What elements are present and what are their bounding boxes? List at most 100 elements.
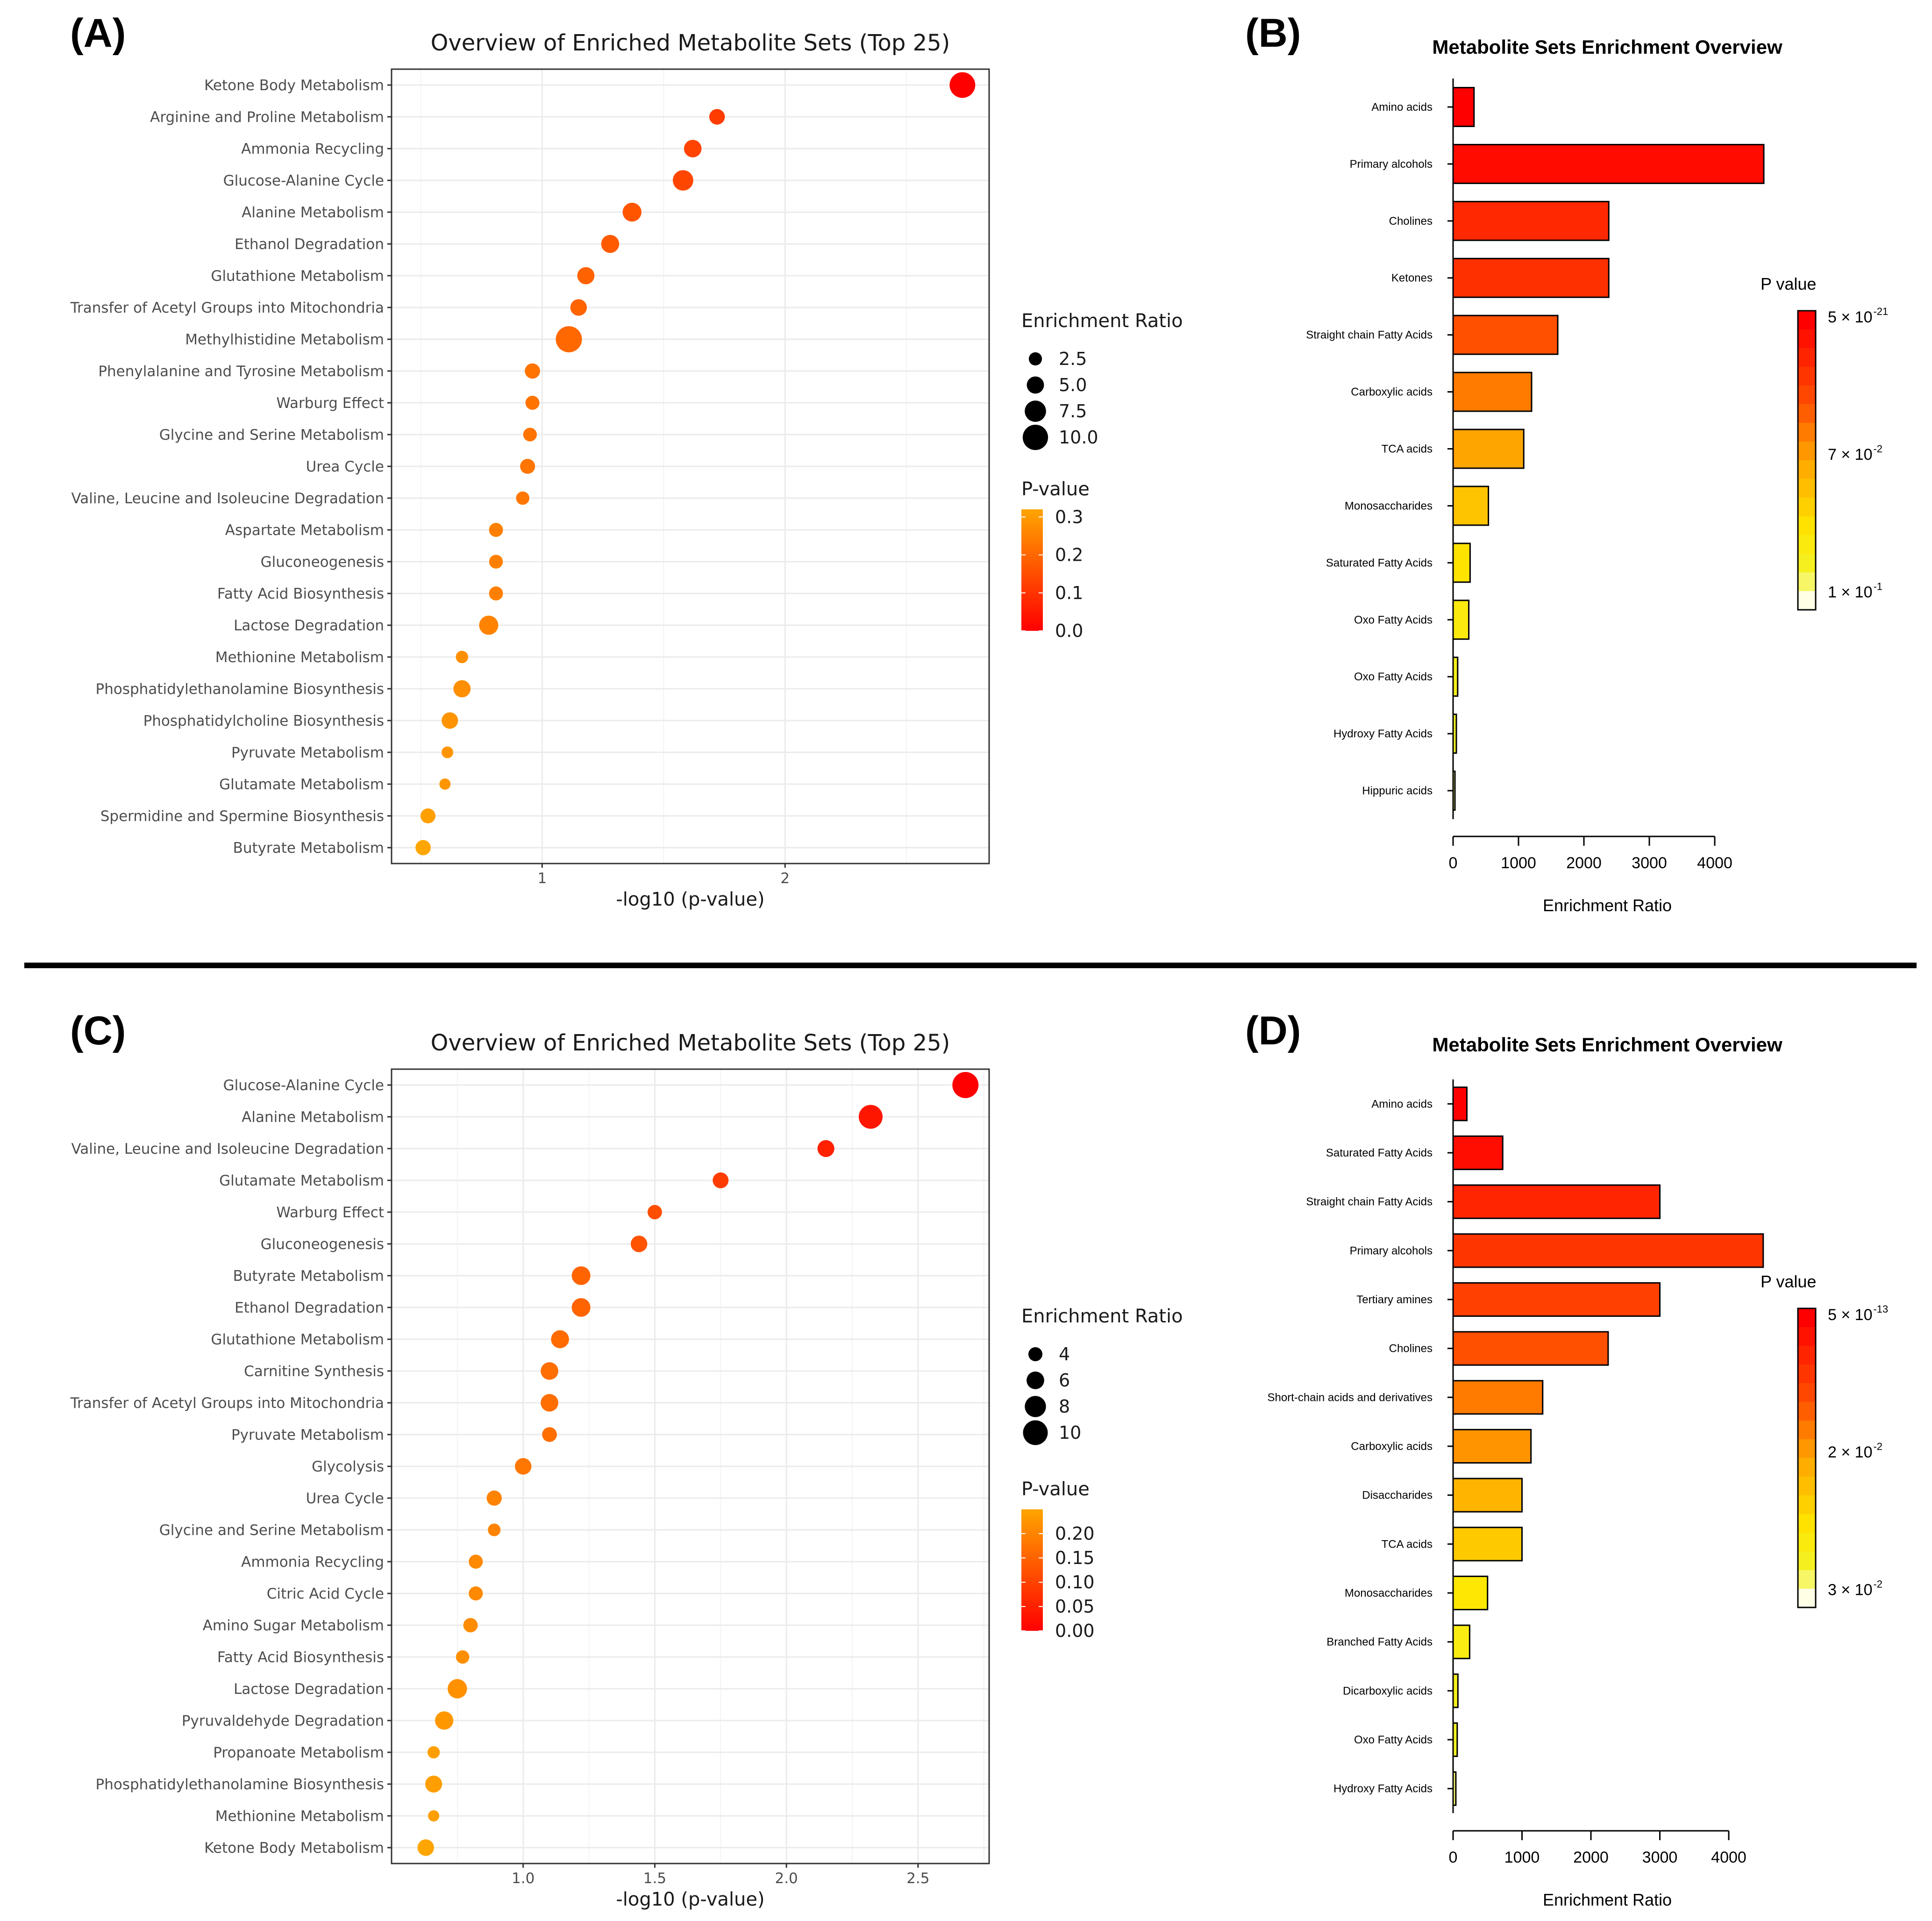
colorbar-title: P value xyxy=(1761,274,1816,293)
colorbar-segment xyxy=(1798,386,1816,405)
data-point xyxy=(425,1775,442,1793)
data-point xyxy=(630,1235,648,1252)
y-tick-label: Carboxylic acids xyxy=(1351,386,1433,399)
y-tick-label: Methionine Metabolism xyxy=(215,649,384,666)
colorbar-label-exponent: -1 xyxy=(1873,581,1882,593)
data-point xyxy=(428,1810,440,1821)
colorbar-segment xyxy=(1798,1533,1816,1552)
y-tick-label: Hydroxy Fatty Acids xyxy=(1333,728,1433,740)
data-point xyxy=(648,1205,662,1220)
data-point xyxy=(486,1490,502,1506)
colorbar-segment xyxy=(1798,1439,1816,1458)
data-point xyxy=(622,202,642,222)
x-tick-label: 1000 xyxy=(1501,854,1536,872)
colorbar-segment xyxy=(1798,311,1816,330)
bar xyxy=(1452,1135,1504,1171)
data-point xyxy=(556,326,582,352)
data-point xyxy=(952,1072,979,1098)
data-point xyxy=(439,778,451,790)
panel-label-c: (C) xyxy=(70,1008,126,1053)
y-tick-label: Straight chain Fatty Acids xyxy=(1306,1196,1433,1208)
pvalue-colorbar xyxy=(1021,1509,1043,1631)
y-tick-label: Disaccharides xyxy=(1362,1489,1433,1502)
bar xyxy=(1452,1331,1609,1366)
x-tick-label: 1000 xyxy=(1504,1849,1540,1866)
bar-chart-b: Metabolite Sets Enrichment Overview Amino… xyxy=(1306,36,1888,915)
y-tick-label: Glutathione Metabolism xyxy=(211,268,384,285)
data-point xyxy=(420,808,435,823)
data-point xyxy=(489,523,503,537)
pvalue-legend-label: 0.20 xyxy=(1055,1523,1095,1544)
y-tick-label: Warburg Effect xyxy=(276,1204,384,1221)
colorbar-segment xyxy=(1798,572,1816,592)
size-legend-label: 4 xyxy=(1059,1344,1070,1364)
y-tick-label: Ethanol Degradation xyxy=(235,236,384,253)
bar xyxy=(1452,1722,1458,1757)
colorbar-label-exponent: -2 xyxy=(1873,1441,1882,1452)
colorbar-label-exponent: -2 xyxy=(1873,443,1882,455)
size-legend-title: Enrichment Ratio xyxy=(1021,310,1183,332)
data-point xyxy=(435,1711,454,1730)
x-axis-label: -log10 (p-value) xyxy=(616,889,764,910)
size-legend-dot xyxy=(1028,1347,1043,1362)
y-tick-label: Monosaccharides xyxy=(1345,500,1433,512)
y-tick-label: Primary alcohols xyxy=(1350,1244,1433,1257)
chart-title: Metabolite Sets Enrichment Overview xyxy=(1432,1034,1782,1056)
y-tick-label: Glutamate Metabolism xyxy=(219,1172,384,1189)
data-point xyxy=(949,72,976,98)
size-legend-dot xyxy=(1025,400,1046,422)
bar xyxy=(1452,257,1610,298)
colorbar-segment xyxy=(1798,1570,1816,1589)
y-tick-label: Propanoate Metabolism xyxy=(213,1744,384,1761)
dot-plot-a: Overview of Enriched Metabolite Sets (To… xyxy=(70,30,1183,910)
y-tick-label: Monosaccharides xyxy=(1345,1587,1433,1600)
colorbar-segment xyxy=(1798,1421,1816,1440)
y-tick-label: Alanine Metabolism xyxy=(242,204,384,221)
colorbar-segment xyxy=(1798,348,1816,367)
pvalue-colorbar xyxy=(1021,509,1043,631)
y-tick-label: Ammonia Recycling xyxy=(241,141,384,157)
bar xyxy=(1452,200,1610,241)
y-tick-label: Glucose-Alanine Cycle xyxy=(223,1077,384,1094)
colorbar-segment xyxy=(1798,1346,1816,1365)
data-point xyxy=(709,109,725,125)
bar xyxy=(1452,1478,1523,1513)
size-legend-label: 8 xyxy=(1059,1396,1070,1417)
y-tick-label: Hydroxy Fatty Acids xyxy=(1333,1783,1433,1795)
bar xyxy=(1452,1428,1532,1464)
size-legend-dot xyxy=(1025,1396,1046,1417)
size-legend-label: 10.0 xyxy=(1059,427,1098,448)
panel-label-b: (B) xyxy=(1245,11,1301,56)
y-tick-label: Ketone Body Metabolism xyxy=(204,1840,384,1857)
x-axis-label: Enrichment Ratio xyxy=(1543,896,1672,915)
data-point xyxy=(570,299,587,316)
bar xyxy=(1452,314,1559,355)
size-legend-dot xyxy=(1027,376,1044,394)
data-point xyxy=(456,1650,470,1664)
colorbar-label: 1 × 10 xyxy=(1828,584,1872,601)
y-tick-label: Primary alcohols xyxy=(1350,158,1433,171)
colorbar-segment xyxy=(1798,1477,1816,1496)
data-point xyxy=(541,1362,558,1380)
y-tick-label: Urea Cycle xyxy=(306,1490,384,1507)
x-tick-label: 1 xyxy=(537,870,547,887)
x-tick-label: 2.0 xyxy=(775,1870,798,1887)
panel-label-d: (D) xyxy=(1245,1008,1301,1053)
y-tick-label: Butyrate Metabolism xyxy=(233,1268,384,1285)
bar xyxy=(1452,486,1490,526)
colorbar-border xyxy=(1797,1307,1817,1608)
colorbar-segment xyxy=(1798,1458,1816,1477)
data-point xyxy=(469,1554,483,1569)
bar xyxy=(1452,1233,1764,1268)
x-tick-label: 3000 xyxy=(1632,854,1667,872)
y-tick-label: Lactose Degradation xyxy=(234,617,384,634)
bar xyxy=(1452,428,1525,469)
bar xyxy=(1452,714,1457,754)
colorbar-segment xyxy=(1798,1383,1816,1402)
y-tick-label: Tertiary amines xyxy=(1356,1293,1433,1306)
y-tick-label: Glycine and Serine Metabolism xyxy=(159,1522,384,1539)
pvalue-legend-label: 0.1 xyxy=(1055,583,1083,603)
data-point xyxy=(463,1618,478,1633)
